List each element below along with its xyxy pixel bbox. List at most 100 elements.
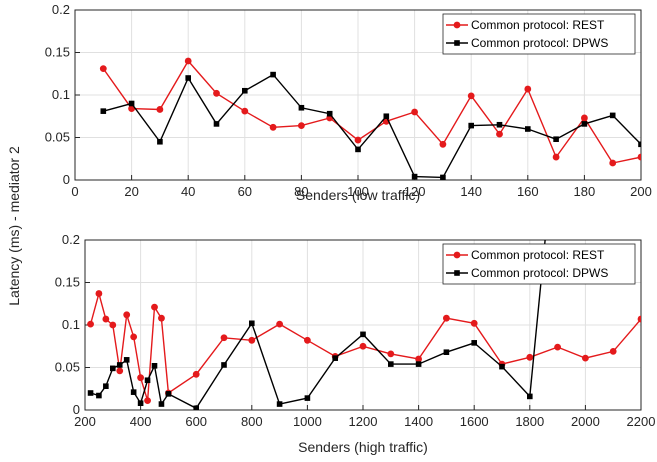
x-tick-label: 160	[517, 184, 539, 199]
data-point-rest	[526, 353, 534, 361]
x-tick-label: 200	[74, 414, 96, 429]
x-axis-label: Senders (high traffic)	[298, 439, 428, 455]
data-point-rest	[276, 320, 283, 328]
data-point-dpws	[298, 104, 305, 111]
legend-marker-rest	[453, 251, 461, 259]
data-point-dpws	[193, 405, 199, 410]
data-point-rest	[109, 321, 117, 329]
data-point-rest	[443, 314, 450, 322]
legend-label: Common protocol: REST	[471, 248, 605, 262]
data-point-rest	[241, 107, 249, 115]
legend-label: Common protocol: DPWS	[471, 36, 608, 50]
data-point-rest	[99, 65, 107, 73]
x-tick-label: 0	[71, 184, 78, 199]
y-tick-label: 0	[73, 402, 80, 417]
data-point-rest	[496, 130, 503, 138]
data-point-dpws	[360, 331, 366, 338]
y-tick-label: 0	[63, 172, 70, 187]
data-point-dpws	[249, 320, 255, 327]
x-tick-label: 60	[238, 184, 252, 199]
x-tick-label: 1800	[515, 414, 544, 429]
data-point-rest	[470, 319, 478, 327]
data-point-dpws	[221, 362, 227, 368]
x-tick-label: 100	[347, 184, 369, 199]
x-tick-label: 600	[185, 414, 207, 429]
data-point-dpws	[123, 357, 130, 363]
y-tick-label: 0.05	[55, 360, 80, 375]
data-point-dpws	[87, 390, 94, 396]
data-point-rest	[130, 333, 138, 341]
data-point-dpws	[304, 395, 311, 401]
data-point-dpws	[468, 122, 474, 129]
x-tick-label: 2200	[627, 414, 656, 429]
x-axis-label: Senders (low traffic)	[296, 187, 420, 203]
series-group	[87, 240, 641, 410]
data-point-dpws	[144, 377, 151, 384]
y-tick-label: 0.15	[55, 275, 80, 290]
legend-label: Common protocol: REST	[471, 18, 605, 32]
data-point-dpws	[100, 108, 107, 114]
data-point-rest	[439, 140, 447, 148]
data-point-dpws	[581, 121, 588, 127]
top-panel: 0 20 40 60 80 100 120 140 160 180 200 0 0.05 0.1 0.15 0…	[45, 2, 652, 203]
data-point-rest	[213, 89, 220, 97]
x-tick-label: 1600	[460, 414, 489, 429]
data-point-dpws	[158, 401, 165, 407]
x-tick-label: 180	[574, 184, 596, 199]
bottom-panel: 200 400 600 800 1000 1200 1400 1600 1800 2000 2200…	[55, 232, 656, 455]
data-point-dpws	[151, 363, 158, 369]
x-tick-label: 400	[130, 414, 152, 429]
y-tick-label: 0.2	[52, 2, 70, 17]
data-point-rest	[144, 397, 151, 405]
series-line-dpws	[103, 73, 641, 179]
data-point-dpws	[499, 363, 505, 370]
x-tick-label: 40	[181, 184, 195, 199]
data-point-rest	[137, 374, 145, 382]
data-point-rest	[304, 336, 311, 344]
series-line-rest	[102, 59, 641, 164]
data-point-dpws	[471, 340, 477, 346]
y-axis-label: Latency (ms) - mediator 2	[6, 146, 22, 306]
y-tick-label: 0.15	[45, 45, 70, 60]
data-point-dpws	[137, 400, 144, 406]
data-point-rest	[95, 290, 103, 297]
data-point-dpws	[355, 146, 361, 153]
data-point-dpws	[415, 361, 422, 367]
data-point-dpws	[185, 75, 191, 81]
data-point-dpws	[157, 138, 163, 145]
y-tick-label: 0.1	[52, 87, 70, 102]
data-point-rest	[609, 159, 617, 167]
data-point-rest	[637, 315, 641, 323]
data-point-dpws	[553, 136, 559, 142]
data-point-rest	[411, 108, 418, 116]
legend-box	[442, 243, 636, 285]
data-point-rest	[87, 320, 94, 328]
data-point-dpws	[525, 126, 531, 132]
data-point-dpws	[116, 362, 123, 368]
x-tick-label: 80	[294, 184, 308, 199]
data-point-rest	[581, 114, 588, 122]
data-point-dpws	[128, 100, 135, 107]
data-point-dpws	[130, 389, 137, 395]
data-point-dpws	[332, 355, 338, 361]
x-tick-label: 140	[460, 184, 482, 199]
x-tick-label: 2000	[571, 414, 600, 429]
data-point-rest	[359, 342, 367, 350]
data-point-rest	[609, 347, 617, 355]
data-point-dpws	[242, 87, 248, 94]
data-point-rest	[151, 303, 158, 311]
x-tick-label: 20	[124, 184, 138, 199]
y-tick-label: 0.2	[62, 232, 80, 247]
data-point-dpws	[110, 365, 116, 372]
data-point-dpws	[383, 113, 390, 120]
data-point-rest	[116, 367, 124, 375]
data-point-rest	[184, 57, 192, 65]
data-point-rest	[354, 136, 362, 144]
data-point-dpws	[609, 112, 616, 119]
x-tick-label: 800	[241, 414, 263, 429]
data-point-rest	[298, 122, 305, 129]
data-point-rest	[102, 315, 110, 323]
data-point-rest	[554, 343, 561, 351]
data-point-rest	[192, 370, 200, 378]
data-point-dpws	[388, 361, 394, 367]
